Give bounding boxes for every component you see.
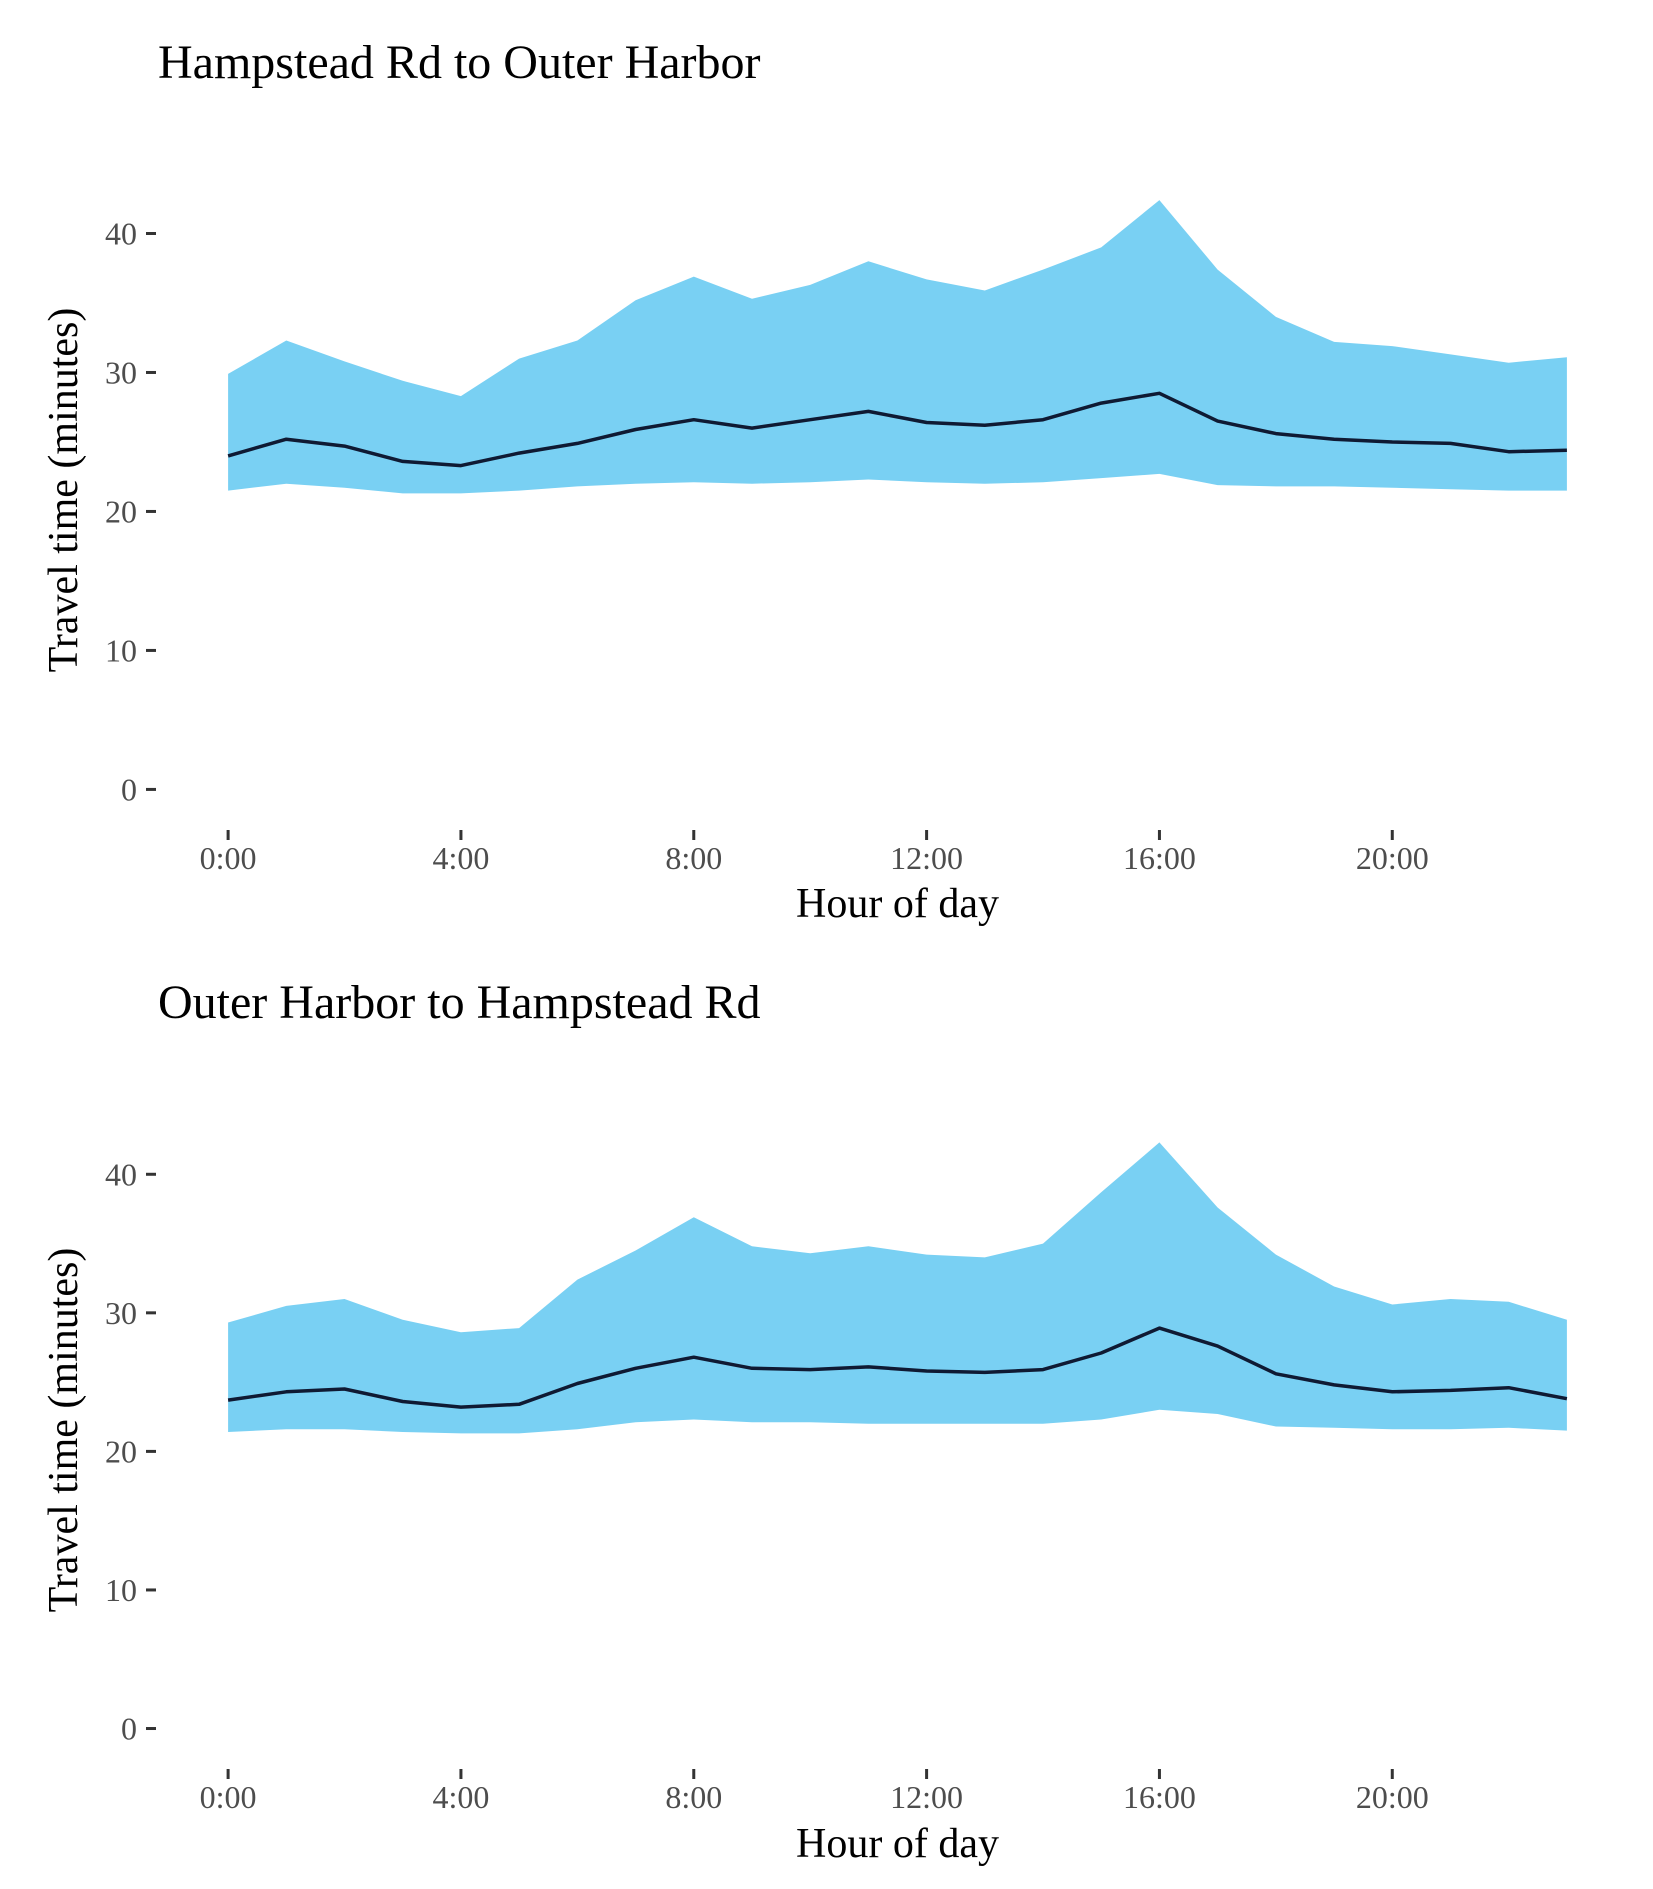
x-tick-label: 8:00: [665, 840, 722, 876]
chart-title: Hampstead Rd to Outer Harbor: [158, 36, 761, 89]
series-band-area: [228, 1142, 1567, 1434]
x-tick-label: 12:00: [890, 1779, 963, 1815]
y-tick-label: 10: [105, 1572, 137, 1608]
y-axis-title: Travel time (minutes): [41, 308, 87, 673]
y-tick-label: 20: [105, 1433, 137, 1469]
series-median-line: [227, 391, 1567, 468]
x-tick-label: 16:00: [1123, 1779, 1196, 1815]
y-tick-label: 10: [105, 632, 137, 668]
y-tick-label: 20: [105, 493, 137, 529]
x-tick-label: 0:00: [200, 1779, 257, 1815]
chart-panel-1: Hampstead Rd to Outer Harbor 0 10 20 30 40 0:0…: [41, 36, 1567, 927]
chart-title: Outer Harbor to Hampstead Rd: [158, 976, 761, 1029]
x-axis-title: Hour of day: [796, 881, 999, 927]
series-band-area: [228, 200, 1567, 494]
x-tick-label: 4:00: [432, 1779, 489, 1815]
series-median-line: [227, 1326, 1568, 1409]
x-tick-label: 12:00: [890, 840, 963, 876]
y-tick-label: 30: [105, 1295, 137, 1331]
x-axis-title: Hour of day: [796, 1821, 999, 1867]
y-tick-label: 40: [105, 1156, 137, 1192]
x-tick-label: 8:00: [665, 1779, 722, 1815]
chart-panel-2: Outer Harbor to Hampstead Rd 0 10 20 30 40 0:0…: [41, 976, 1568, 1867]
y-tick-label: 40: [105, 215, 137, 251]
y-tick-label: 0: [121, 771, 137, 807]
y-tick-label: 30: [105, 354, 137, 390]
x-tick-label: 0:00: [200, 840, 257, 876]
x-tick-label: 20:00: [1356, 1779, 1429, 1815]
x-tick-label: 16:00: [1123, 840, 1196, 876]
x-tick-label: 20:00: [1356, 840, 1429, 876]
y-tick-label: 0: [121, 1711, 137, 1747]
y-axis-title: Travel time (minutes): [41, 1248, 87, 1613]
x-tick-label: 4:00: [432, 840, 489, 876]
